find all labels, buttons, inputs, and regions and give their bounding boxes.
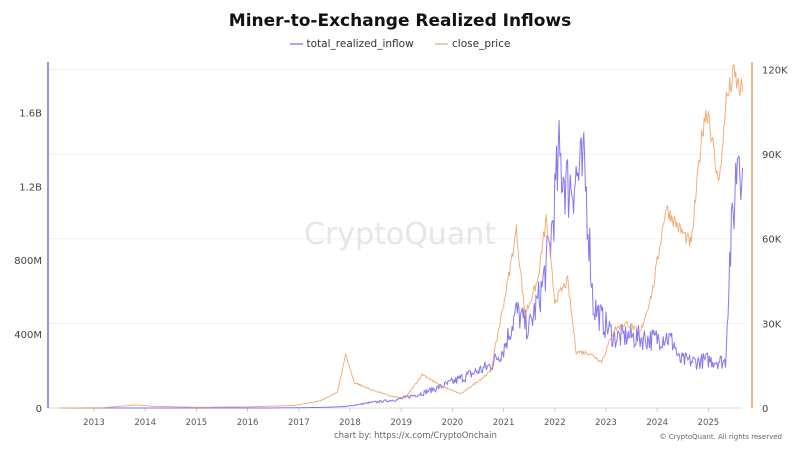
x-tick-label: 2024 [646, 418, 668, 428]
right-tick-label: 90K [762, 150, 782, 161]
x-tick-label: 2017 [288, 418, 310, 428]
left-tick-label: 800M [14, 256, 42, 267]
x-tick-label: 2018 [339, 418, 361, 428]
left-tick-label: 400M [14, 330, 42, 341]
credit-link[interactable]: https://x.com/CryptoOnchain [374, 431, 497, 441]
legend-label: close_price [452, 38, 511, 50]
legend-label: total_realized_inflow [306, 38, 414, 50]
x-tick-label: 2022 [544, 418, 566, 428]
series-line-close_price [59, 63, 743, 409]
right-tick-label: 0 [762, 404, 768, 415]
x-tick-label: 2015 [186, 418, 208, 428]
series-line-total_realized_inflow [59, 120, 743, 409]
x-tick-label: 2014 [134, 418, 156, 428]
copyright: © CryptoQuant. All rights reserved [659, 433, 782, 441]
x-tick-label: 2025 [698, 418, 720, 428]
credit-label: chart by: [334, 431, 375, 441]
x-tick-label: 2013 [83, 418, 105, 428]
legend-item-inflow[interactable]: total_realized_inflow [289, 38, 414, 50]
right-tick-label: 30K [762, 319, 782, 330]
watermark: CryptoQuant [304, 217, 496, 252]
x-tick-label: 2016 [237, 418, 259, 428]
right-tick-label: 60K [762, 235, 782, 246]
x-tick-label: 2021 [493, 418, 515, 428]
legend-item-price[interactable]: close_price [435, 38, 510, 50]
x-tick-label: 2019 [390, 418, 412, 428]
chart-title: Miner-to-Exchange Realized Inflows [228, 11, 572, 31]
x-tick-label: 2023 [595, 418, 617, 428]
left-tick-label: 0 [36, 404, 42, 415]
right-tick-label: 120K [762, 65, 788, 76]
x-tick-label: 2020 [442, 418, 464, 428]
chart-credit: chart by: https://x.com/CryptoOnchain [334, 431, 497, 441]
legend: total_realized_inflow close_price [0, 38, 800, 50]
left-tick-label: 1.6B [19, 108, 42, 119]
left-tick-label: 1.2B [19, 182, 42, 193]
legend-swatch [289, 43, 303, 45]
legend-swatch [435, 43, 449, 45]
